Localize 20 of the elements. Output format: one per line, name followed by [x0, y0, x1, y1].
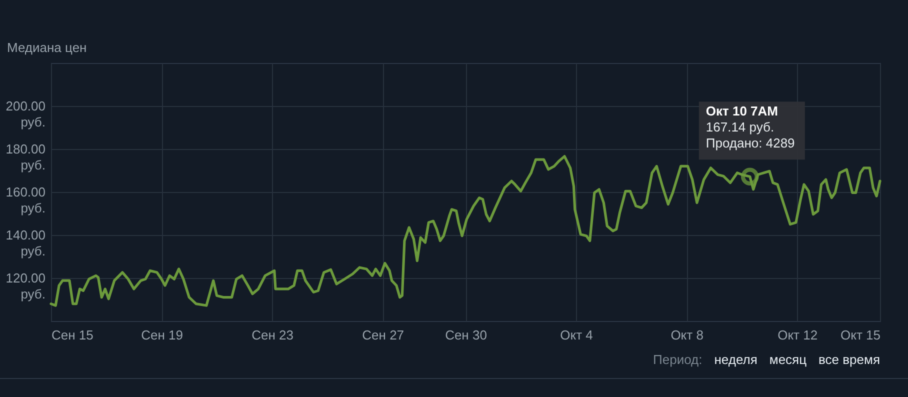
text: неделя [714, 352, 758, 367]
y-tick-label: 180.00 руб. [6, 142, 46, 172]
y-tick-label: 140.00 руб. [6, 228, 46, 258]
x-tick-label: Окт 15 [840, 328, 880, 342]
chart-title: Медиана цен [7, 40, 87, 55]
text: все время [818, 352, 880, 367]
y-tick-label: 200.00 руб. [6, 98, 46, 130]
x-tick-label: Сен 27 [362, 328, 404, 342]
x-tick-label: Сен 15 [52, 328, 94, 342]
annotation: Окт 10 7AM 167.14 руб. Продано: 4289 [706, 104, 795, 151]
text: Период: [653, 352, 702, 367]
x-tick-label: Сен 19 [141, 328, 183, 342]
x-tick-label: Сен 23 [252, 328, 294, 342]
y-tick-label: 120.00 руб. [6, 270, 46, 302]
x-tick-label: Сен 30 [445, 328, 487, 342]
x-tick-label: Окт 8 [670, 328, 704, 342]
text: месяц [769, 352, 807, 367]
x-tick-label: Окт 4 [560, 328, 593, 342]
y-tick-label: 160.00 руб. [6, 184, 46, 216]
x-tick-label: Окт 12 [778, 328, 818, 342]
